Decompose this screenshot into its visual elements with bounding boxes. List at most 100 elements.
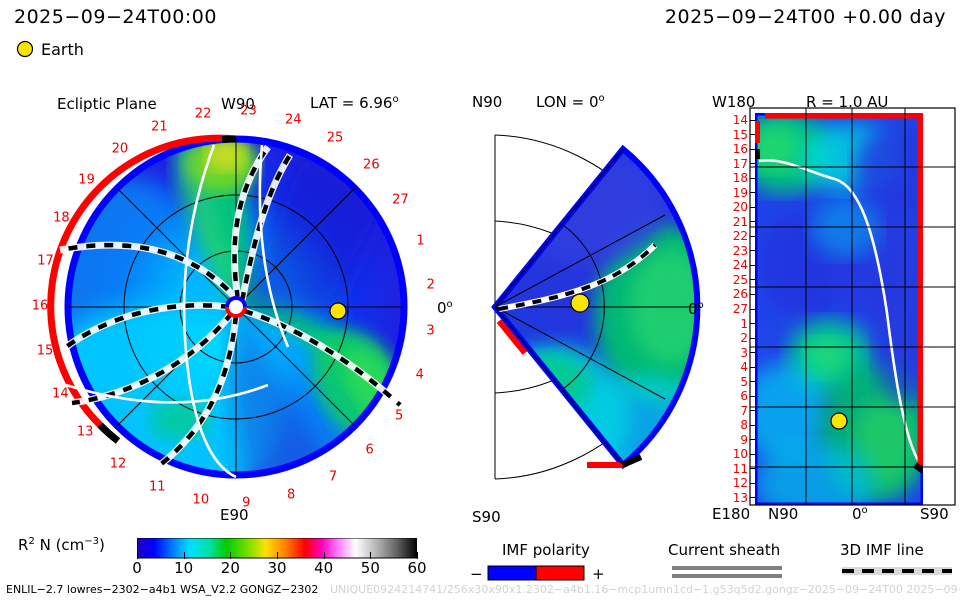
map-y-tick-label: 13 [732,490,748,505]
map-y-tick-label: 6 [740,389,748,404]
ecliptic-rim-number: 18 [53,210,70,226]
colorbar-tick-mark [183,552,185,559]
ecliptic-rim-number: 9 [242,495,251,511]
ecliptic-rim-number: 16 [31,298,49,314]
map-y-tick-mark [750,206,755,208]
earth-icon [16,40,34,58]
ecliptic-rim-number: 19 [78,172,95,188]
ecliptic-rim-number: 10 [192,492,210,508]
map-y-tick-mark [750,250,755,252]
colorbar-tick-mark [417,552,418,559]
colorbar-tick-label: 20 [220,559,240,577]
map-y-tick-mark [750,177,755,179]
map-y-tick-label: 26 [732,287,748,302]
ecliptic-rim-number: 8 [286,487,296,503]
current-sheath-title: Current sheath [668,541,781,559]
meridional-right-label: 0o [688,300,704,318]
map-y-tick-mark [750,497,755,499]
ecliptic-panel [0,85,470,525]
map-y-tick-mark [750,468,755,470]
earth-legend-label: Earth [41,40,84,59]
ecliptic-rim-number: 3 [426,323,435,339]
map-y-tick-mark [750,453,755,455]
imf-polarity-swatch: − + [470,563,610,583]
map-y-tick-label: 2 [740,331,748,346]
map-y-tick-label: 3 [740,345,748,360]
map-panel [755,113,923,505]
map-y-tick-mark [750,381,755,383]
map-y-tick-mark [750,279,755,281]
map-x-tick-label: 0o [852,505,868,523]
map-top-left-label: W180 [712,93,756,111]
colorbar-tick-label: 60 [407,559,427,577]
ecliptic-rim-number: 15 [36,343,54,359]
ecliptic-right-label: 0o [437,299,453,317]
map-y-tick-mark [750,323,755,325]
ecliptic-rim-number: 25 [326,130,344,146]
map-y-tick-label: 25 [732,272,748,287]
ecliptic-lat-label: LAT = 6.96o [310,94,399,112]
colorbar-tick-label: 30 [267,559,287,577]
map-y-tick-label: 24 [732,258,748,273]
map-y-tick-mark [750,337,755,339]
colorbar-tick-mark [137,552,138,559]
earth-legend: Earth [14,38,144,60]
map-y-tick-mark [750,366,755,368]
degree-sign: o [392,94,399,105]
map-y-tick-label: 16 [732,142,748,157]
map-y-tick-mark [750,235,755,237]
map-y-tick-mark [750,293,755,295]
imf-polarity-title: IMF polarity [502,541,590,559]
colorbar-tick-label: 40 [314,559,334,577]
ecliptic-rim-number: 4 [415,367,424,383]
map-y-tick-mark [750,221,755,223]
map-y-tick-label: 7 [740,403,748,418]
polarity-plus-label: + [592,565,605,583]
colorbar-tick-label: 0 [132,559,142,577]
sun-marker [225,296,247,318]
map-y-tick-label: 15 [732,127,748,142]
map-y-tick-label: 10 [732,447,748,462]
map-gridlines [750,108,955,505]
imf-line-swatch [842,564,952,578]
map-y-tick-mark [750,119,755,121]
map-y-tick-mark [750,410,755,412]
map-y-tick-label: 20 [732,200,748,215]
earth-marker-ecliptic [329,302,347,320]
timestamp-right: 2025−09−24T00 +0.00 day [664,6,946,28]
ecliptic-rim-number: 11 [149,479,166,495]
ecliptic-rim-number: 21 [151,119,168,135]
ecliptic-rim-number: 14 [52,386,69,402]
colorbar-tick-mark [230,552,232,559]
degree-sign: o [598,93,605,104]
map-y-tick-label: 5 [740,374,748,389]
ecliptic-rim-number: 27 [392,192,409,208]
degree-sign: o [697,300,704,311]
polarity-minus-label: − [470,565,483,583]
map-y-tick-label: 1 [740,316,748,331]
meridional-panel [455,85,705,525]
ecliptic-rim-number: 22 [194,106,212,122]
map-y-tick-mark [750,395,755,397]
map-y-tick-label: 18 [732,171,748,186]
colorbar-tick-mark [323,552,325,559]
ecliptic-rim-number: 7 [328,469,338,485]
degree-sign: o [861,505,868,516]
map-y-tick-mark [750,482,755,484]
ecliptic-title: Ecliptic Plane [57,95,157,113]
map-y-tick-label: 8 [740,418,748,433]
ecliptic-rim-number: 12 [109,456,127,472]
meridional-bottom-label: S90 [472,508,501,526]
map-y-tick-mark [750,308,755,310]
map-y-tick-mark [750,192,755,194]
earth-marker-meridional [570,293,590,313]
map-y-tick-label: 4 [740,360,748,375]
map-y-tick-mark [750,134,755,136]
ecliptic-rim-number: 24 [285,112,302,128]
colorbar-tick-label: 50 [360,559,380,577]
ecliptic-rim-number: 23 [240,103,257,119]
ecliptic-rim-number: 6 [365,442,374,458]
ecliptic-rim-number: 13 [76,424,94,440]
map-y-tick-label: 11 [732,461,748,476]
map-y-tick-label: 14 [732,113,748,128]
